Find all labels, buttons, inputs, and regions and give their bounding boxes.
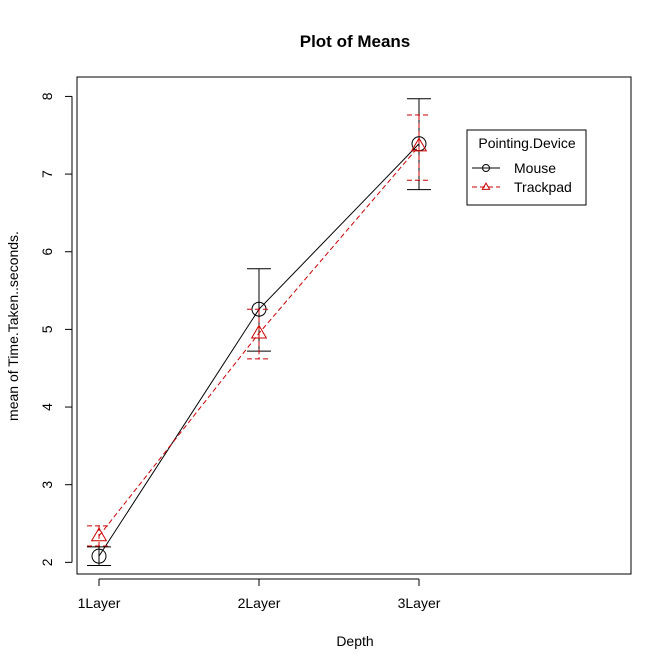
y-tick-label: 6: [39, 248, 55, 256]
series-trackpad: [87, 114, 431, 547]
legend: Pointing.Device Mouse Trackpad: [466, 129, 587, 206]
legend-title: Pointing.Device: [478, 135, 575, 151]
y-tick-label: 7: [39, 170, 55, 178]
trackpad-point: [90, 527, 108, 542]
y-tick-label: 5: [39, 325, 55, 333]
series-mouse: [87, 98, 431, 566]
y-tick-label: 4: [39, 403, 55, 411]
y-tick-label: 8: [39, 92, 55, 100]
x-axis: 1Layer 2Layer 3Layer: [78, 578, 441, 611]
x-tick-label: 3Layer: [398, 595, 441, 611]
legend-marker-mouse: [482, 164, 490, 172]
trackpad-point: [410, 137, 428, 152]
series-layer: [87, 98, 431, 566]
legend-label-trackpad: Trackpad: [514, 179, 572, 195]
trackpad-point: [250, 324, 268, 339]
y-axis: 2 3 4 5 6 7 8: [39, 92, 73, 566]
y-tick-label: 3: [39, 481, 55, 489]
x-axis-label: Depth: [336, 633, 373, 649]
x-tick-label: 2Layer: [238, 595, 281, 611]
legend-label-mouse: Mouse: [514, 160, 556, 176]
chart-title: Plot of Means: [300, 32, 411, 51]
y-axis-label: mean of Time.Taken..seconds.: [5, 231, 21, 421]
mouse-point: [91, 548, 107, 564]
x-tick-label: 1Layer: [78, 595, 121, 611]
plot-frame: [76, 76, 632, 575]
legend-marker-trackpad: [481, 182, 491, 190]
y-tick-label: 2: [39, 558, 55, 566]
